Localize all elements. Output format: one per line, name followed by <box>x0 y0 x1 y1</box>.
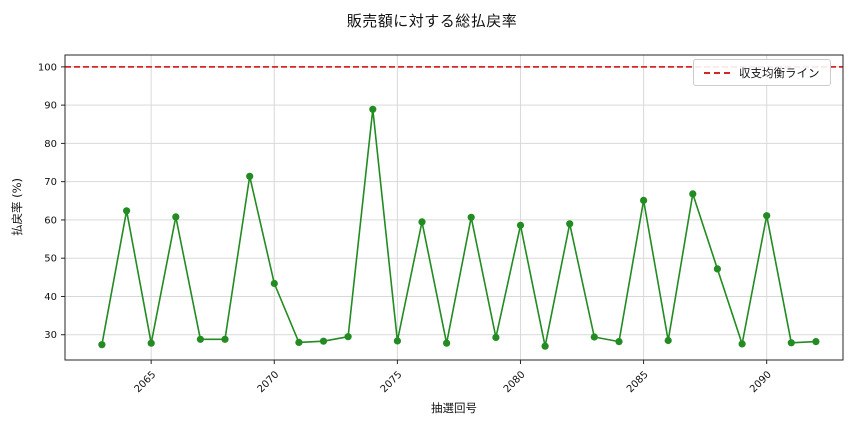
y-tick-label: 50 <box>44 254 57 265</box>
data-point-marker <box>689 190 697 198</box>
x-tick-label: 2085 <box>625 369 651 395</box>
data-point-marker <box>566 220 574 228</box>
dashed-line-icon <box>704 71 730 74</box>
x-tick-label: 2065 <box>133 369 159 395</box>
y-tick-label: 100 <box>38 62 57 73</box>
y-tick-label: 70 <box>44 177 57 188</box>
y-tick-label: 90 <box>44 101 57 112</box>
data-point-marker <box>98 341 106 349</box>
x-axis-label: 抽選回号 <box>431 401 477 415</box>
data-point-marker <box>344 333 352 341</box>
data-point-marker <box>516 221 525 229</box>
data-point-marker <box>467 213 475 221</box>
data-point-marker <box>787 339 795 347</box>
data-point-marker <box>615 338 623 346</box>
data-point-marker <box>738 340 746 348</box>
data-point-marker <box>393 337 401 345</box>
data-point-marker <box>172 213 180 221</box>
data-point-marker <box>270 279 278 288</box>
payout-rate-line <box>101 108 816 348</box>
data-point-marker <box>713 265 722 273</box>
x-tick-label: 2090 <box>748 369 774 395</box>
legend-label: 収支均衡ライン <box>739 65 820 80</box>
data-point-marker <box>763 212 771 220</box>
axes-frame <box>64 54 844 361</box>
y-tick-label: 80 <box>44 139 57 150</box>
data-point-marker <box>664 336 672 345</box>
data-point-marker <box>492 333 500 341</box>
data-point-marker <box>369 105 377 113</box>
data-point-marker <box>541 342 549 350</box>
data-point-marker <box>196 335 204 343</box>
data-point-marker <box>295 338 303 346</box>
y-tick-label: 30 <box>44 330 57 341</box>
data-point-marker <box>590 333 598 341</box>
data-point-marker <box>443 339 451 347</box>
data-point-marker <box>812 338 820 346</box>
data-point-marker <box>147 339 155 347</box>
y-axis-label: 払戻率 (%) <box>10 177 24 237</box>
data-point-marker <box>221 335 229 343</box>
y-tick-label: 40 <box>44 292 57 303</box>
data-point-marker <box>319 337 328 345</box>
data-point-marker <box>418 218 426 226</box>
x-tick-label: 2070 <box>256 369 282 395</box>
legend: 収支均衡ライン <box>693 59 831 86</box>
y-tick-label: 60 <box>44 215 57 226</box>
chart-title: 販売額に対する総払戻率 <box>346 12 518 30</box>
data-point-marker <box>123 207 131 215</box>
x-tick-label: 2075 <box>379 369 405 395</box>
data-point-marker <box>246 172 254 180</box>
data-point-marker <box>640 196 648 204</box>
x-tick-label: 2080 <box>502 369 528 395</box>
